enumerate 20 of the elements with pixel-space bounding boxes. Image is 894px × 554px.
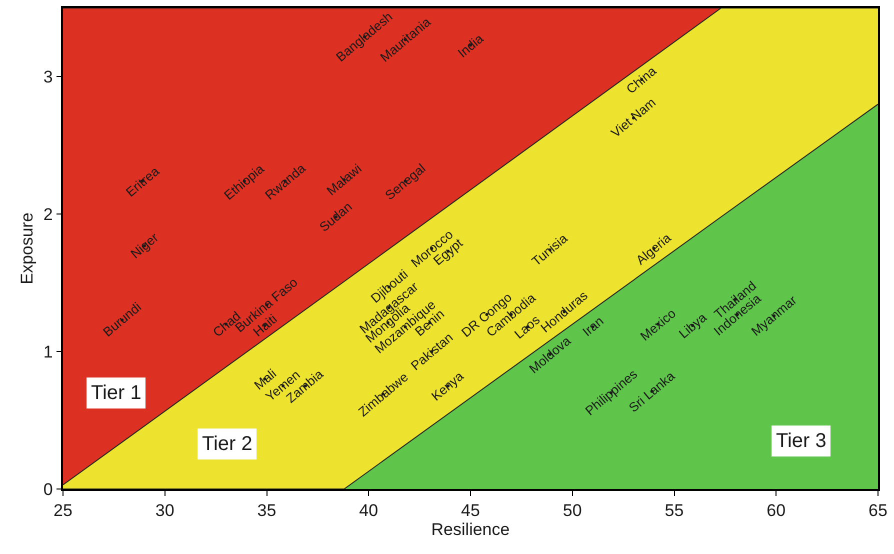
x-tick-label: 40: [359, 501, 378, 520]
x-axis-title: Resilience: [431, 520, 510, 540]
annotation: Tier 3: [776, 430, 826, 452]
x-tick-label: 65: [868, 501, 888, 520]
y-tick-label: 1: [43, 342, 53, 362]
annotation: Tier 2: [202, 433, 252, 455]
x-tick-label: 60: [766, 501, 786, 520]
x-tick-label: 50: [562, 501, 582, 520]
x-tick-label: 30: [155, 501, 174, 520]
y-tick-label: 2: [43, 205, 53, 224]
data-label: Viet Nam: [608, 94, 659, 140]
y-tick-label: 0: [43, 480, 53, 499]
x-tick-label: 45: [461, 501, 480, 520]
y-tick-label: 3: [43, 68, 53, 87]
x-tick-label: 55: [664, 501, 684, 520]
x-tick-label: 25: [54, 501, 72, 520]
x-tick-label: 35: [257, 501, 276, 520]
data-label: India: [454, 30, 487, 60]
annotation: Tier 1: [91, 382, 142, 404]
y-axis-title: Exposure: [17, 212, 36, 284]
